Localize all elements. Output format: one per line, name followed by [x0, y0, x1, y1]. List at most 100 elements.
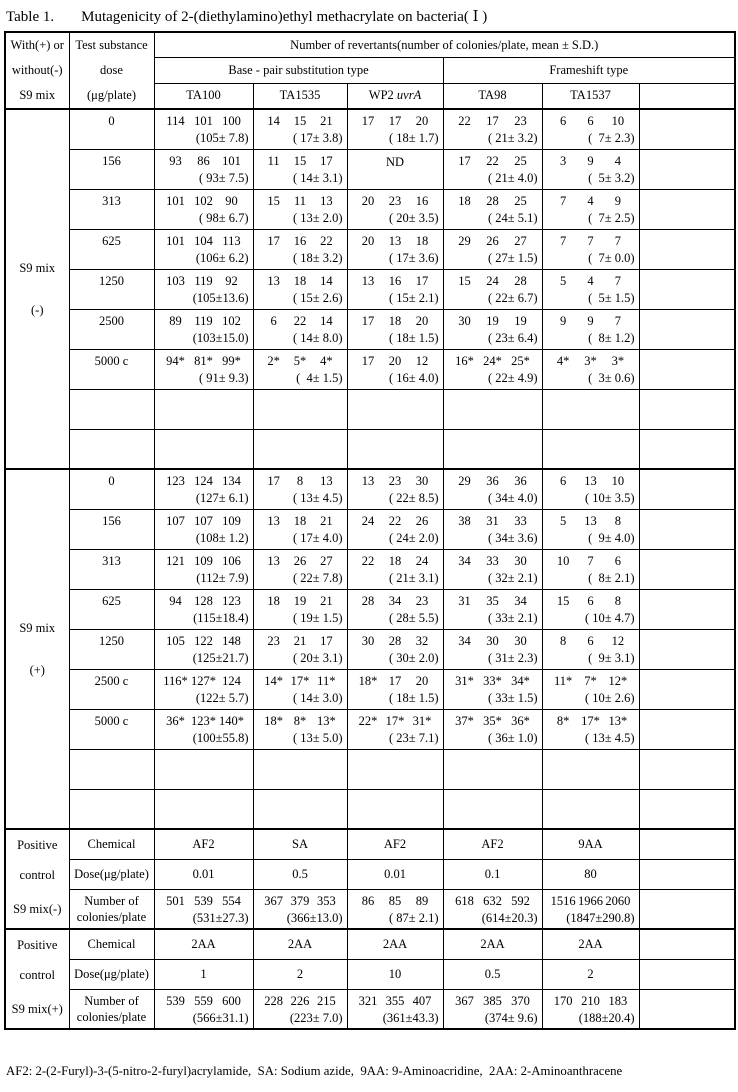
count-value: 367 [455, 993, 474, 1008]
count-value: 11* [317, 673, 336, 688]
dose-cell [68, 788, 155, 830]
colony-counts: 11 15 17 [254, 150, 346, 170]
colony-counts: 6 6 10 [543, 111, 638, 130]
count-value: 20 [361, 193, 375, 208]
count-value: 33 [514, 513, 527, 528]
dose-cell: 313 [68, 188, 155, 230]
mean-sd: ( 7± 2.3) [588, 131, 635, 145]
count-value: 114 [166, 114, 185, 128]
mean-sd: ( 30± 2.0) [388, 650, 439, 665]
mean-sd: (100±55.8) [192, 730, 249, 745]
revertants-header: Number of revertants(number of colonies/… [153, 31, 736, 59]
result-cell: 539 559 600 (566±31.1) [153, 988, 254, 1030]
count-value: 3 [560, 153, 567, 168]
count-value: 5 [560, 513, 567, 528]
dose-value: 156 [102, 153, 121, 168]
colony-counts: 121 109 106 [155, 550, 252, 570]
empty-cell [638, 428, 736, 470]
result-cell: 18 28 25 ( 24± 5.1) [442, 188, 543, 230]
colony-counts: 24 22 26 [348, 510, 442, 530]
empty-cell [638, 588, 736, 630]
count-value: 8 [614, 513, 621, 528]
count-value: 124 [194, 474, 213, 488]
count-value: 28 [361, 593, 375, 608]
count-value: 501 [166, 893, 185, 908]
count-value: 127* [191, 673, 216, 688]
count-value: 28 [388, 633, 402, 648]
count-value: 30 [458, 313, 471, 328]
count-value: 6 [614, 553, 621, 568]
count-value: 134 [222, 474, 241, 488]
mean-sd: ( 15± 2.6) [292, 290, 343, 305]
result-cell: 17 16 22 ( 18± 3.2) [252, 228, 348, 270]
dose-value: 1250 [99, 633, 124, 648]
mean-sd: (374± 9.6) [484, 1010, 538, 1025]
dose-value: 0 [108, 474, 115, 488]
count-value: 123 [166, 474, 185, 488]
mean-sd: ( 34± 4.0) [487, 491, 538, 505]
empty-cell [638, 148, 736, 190]
mean-sd: ( 10± 4.7) [584, 610, 635, 625]
positive-control-label: Positive control S9 mix(+) [4, 928, 70, 1030]
mean-sd: (112± 7.9) [196, 570, 249, 585]
count-value: 119 [194, 273, 213, 288]
mean-sd: ( 32± 2.1) [487, 570, 538, 585]
count-value: 367 [264, 893, 284, 908]
mean-sd: ( 24± 2.0) [388, 530, 439, 545]
pc-dose-cell: 10 [346, 958, 444, 990]
page-title: Table 1. Mutagenicity of 2-(diethylamino)… [6, 7, 487, 26]
count-value: 17 [320, 153, 333, 168]
mean-sd: ( 22± 4.9) [487, 370, 538, 385]
count-value: 18 [388, 313, 402, 328]
count-value: 89 [415, 893, 429, 908]
empty-cell [638, 958, 736, 990]
colony-counts: 23 21 17 [254, 630, 346, 650]
count-value: 2060 [605, 893, 631, 908]
count-value: 20 [361, 233, 375, 248]
mean-sd: ( 14± 3.1) [292, 170, 343, 185]
count-value: 13 [267, 513, 280, 528]
dose-cell: 156 [68, 508, 155, 550]
count-value: 14 [320, 313, 333, 328]
count-value: 5* [293, 353, 307, 368]
colony-counts: 11* 7* 12* [543, 670, 638, 690]
result-cell [153, 428, 254, 470]
colony-counts: 123 124 134 [155, 471, 252, 490]
count-value: 18* [264, 713, 284, 728]
count-value: 34* [511, 673, 530, 688]
colony-counts: 4* 3* 3* [543, 350, 638, 370]
count-value: 17* [385, 713, 405, 728]
count-value: 28 [486, 193, 499, 208]
empty-cell [638, 928, 736, 960]
result-cell [346, 428, 444, 470]
colony-counts: 29 36 36 [444, 471, 541, 490]
result-cell: 114 101 100 (105± 7.8) [153, 108, 254, 150]
s9-header-line: S9 mix [19, 88, 56, 102]
count-value: 353 [316, 893, 336, 908]
mean-sd: ( 18± 1.5) [388, 690, 439, 705]
result-cell [153, 748, 254, 790]
colony-counts: 38 31 33 [444, 510, 541, 530]
result-cell [252, 748, 348, 790]
dose-value: 313 [102, 553, 121, 568]
colony-counts: 228 226 215 [254, 990, 346, 1010]
count-value: 22 [320, 233, 333, 248]
positive-control-label: Positive control S9 mix(-) [4, 828, 70, 930]
s9-header-line: With(+) or [10, 38, 64, 52]
result-cell: 89 119 102 (103±15.0) [153, 308, 254, 350]
empty-cell [638, 508, 736, 550]
count-value: 15 [458, 273, 471, 288]
count-value: 119 [194, 313, 213, 328]
colony-counts: 13 23 30 [348, 471, 442, 490]
count-value: 16 [415, 193, 429, 208]
count-value: 7 [614, 233, 621, 248]
chemical-label-cell: Chemical [68, 828, 155, 860]
result-cell: 228 226 215 (223± 7.0) [252, 988, 348, 1030]
number-label-cell: Number of colonies/plate [68, 888, 155, 930]
count-value: 10 [611, 474, 625, 488]
colony-counts: 17 18 20 [348, 310, 442, 330]
count-value: 101 [166, 193, 185, 208]
colony-counts: 8* 17* 13* [543, 710, 638, 730]
count-value: 99* [222, 353, 241, 368]
count-value: 559 [194, 993, 213, 1008]
